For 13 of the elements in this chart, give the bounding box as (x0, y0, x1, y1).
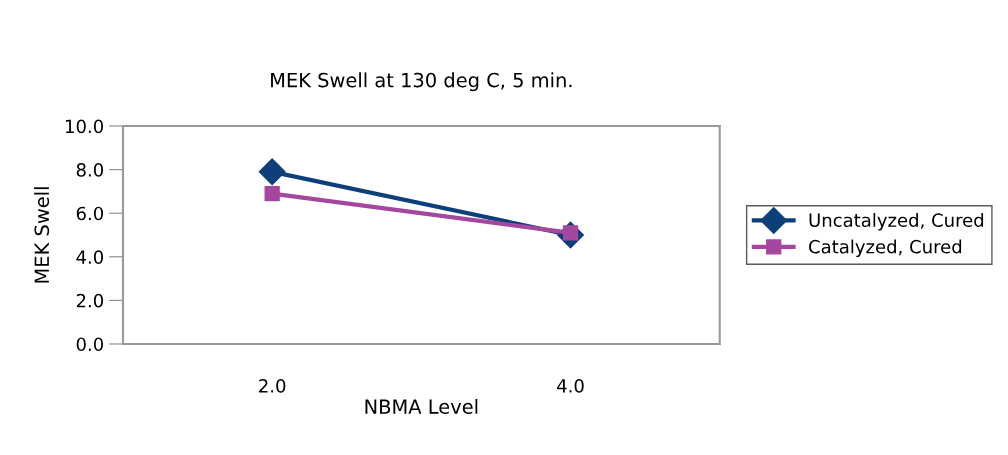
y-tick-label: 0.0 (76, 337, 104, 352)
y-axis-title: MEK Swell (34, 187, 50, 283)
chart-title: MEK Swell at 130 deg C, 5 min. (271, 72, 572, 92)
x-axis-title: NBMA Level (365, 398, 478, 415)
y-tick-label: 4.0 (76, 250, 104, 264)
legend-label: Uncatalyzed, Cured (809, 213, 984, 231)
legend-label: Catalyzed, Cured (809, 239, 962, 257)
point (264, 185, 280, 202)
y-tick-label: 10.0 (66, 119, 104, 134)
y-tick-label: 2.0 (76, 293, 104, 308)
y-tick-label: 6.0 (76, 206, 104, 221)
point (258, 158, 286, 186)
y-tick-label: 8.0 (76, 163, 104, 177)
